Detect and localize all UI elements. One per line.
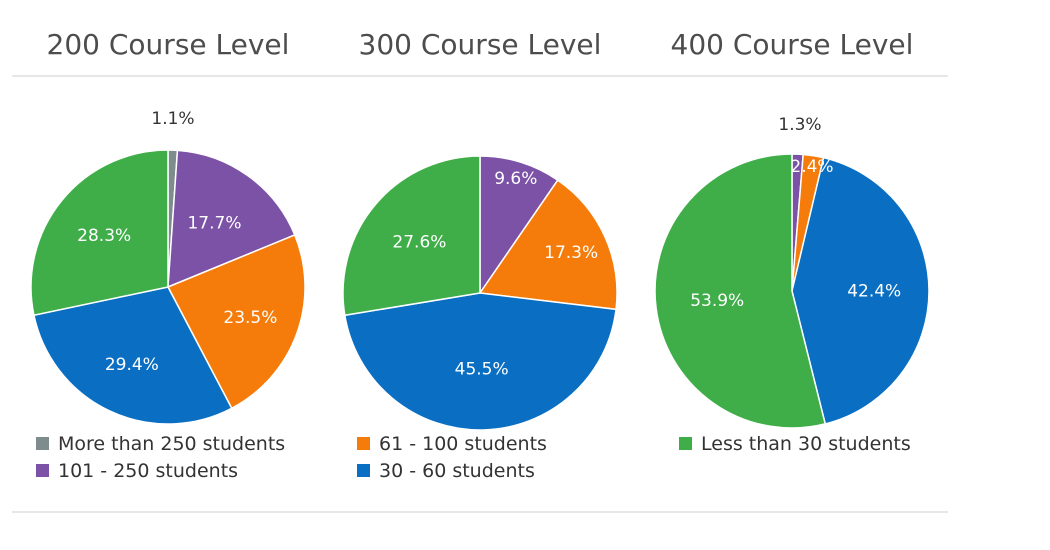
legend-item-gt250: More than 250 students — [36, 433, 285, 455]
legend-item-lt30: Less than 30 students — [679, 433, 911, 455]
legend-swatch-s30_60 — [357, 464, 370, 477]
pie-2-label-s30_60: 45.5% — [455, 359, 509, 379]
pie-3-slice-s30_60 — [791, 156, 930, 425]
legend-label-s30_60: 30 - 60 students — [379, 460, 535, 482]
pie-1-label-s101_250: 17.7% — [187, 214, 241, 234]
pie-1-label-s30_60: 29.4% — [105, 355, 159, 375]
pie-1-label-s61_100: 23.5% — [223, 308, 277, 328]
legend-item-s101_250: 101 - 250 students — [36, 460, 238, 482]
legend-item-s61_100: 61 - 100 students — [357, 433, 547, 455]
legend-swatch-lt30 — [679, 437, 692, 450]
pie-2-slice-s101_250 — [479, 155, 559, 296]
legend-label-lt30: Less than 30 students — [701, 433, 911, 455]
chart-title-1: 200 Course Level — [47, 28, 290, 61]
pie-1-slice-s30_60 — [33, 286, 233, 425]
pie-1: 1.1% 17.7% 23.5% 29.4% 28.3% — [30, 109, 306, 425]
chart-titles: 200 Course Level 300 Course Level 400 Cour… — [47, 28, 914, 61]
pie-3: 1.3% 2.4% 42.4% 53.9% — [654, 115, 930, 429]
legend-swatch-gt250 — [36, 437, 49, 450]
pie-2-slice-s61_100 — [478, 179, 618, 311]
legend-item-s30_60: 30 - 60 students — [357, 460, 535, 482]
pie-2-label-s101_250: 9.6% — [494, 169, 537, 189]
pie-2-slice-lt30 — [342, 155, 481, 317]
legend-swatch-s101_250 — [36, 464, 49, 477]
pie-2-label-lt30: 27.6% — [392, 233, 446, 253]
chart-title-2: 300 Course Level — [359, 28, 602, 61]
pie-3-slice-lt30 — [654, 153, 827, 429]
pie-2: 9.6% 17.3% 45.5% 27.6% — [342, 155, 618, 431]
pie-3-label-lt30: 53.9% — [690, 291, 744, 311]
pie-1-slice-lt30 — [30, 149, 169, 317]
pie-3-label-s61_100: 2.4% — [790, 157, 833, 177]
pie-1-label-gt250: 1.1% — [151, 109, 194, 129]
legend-label-gt250: More than 250 students — [58, 433, 285, 455]
legend-label-s61_100: 61 - 100 students — [379, 433, 547, 455]
chart-title-3: 400 Course Level — [671, 28, 914, 61]
legend: More than 250 students 101 - 250 students… — [36, 433, 911, 482]
pie-1-slice-s61_100 — [166, 233, 306, 410]
pie-2-slice-s30_60 — [343, 292, 617, 431]
pie-1-label-lt30: 28.3% — [77, 226, 131, 246]
pie-3-label-s101_250: 1.3% — [778, 115, 821, 135]
pie-1-slice-s101_250 — [167, 149, 296, 289]
legend-swatch-s61_100 — [357, 437, 370, 450]
pie-2-label-s61_100: 17.3% — [544, 243, 598, 263]
legend-label-s101_250: 101 - 250 students — [58, 460, 238, 482]
pie-3-label-s30_60: 42.4% — [847, 281, 901, 301]
pies-group: 1.1% 17.7% 23.5% 29.4% 28.3% 9.6% 17.3% 45.5% 27… — [30, 109, 930, 431]
